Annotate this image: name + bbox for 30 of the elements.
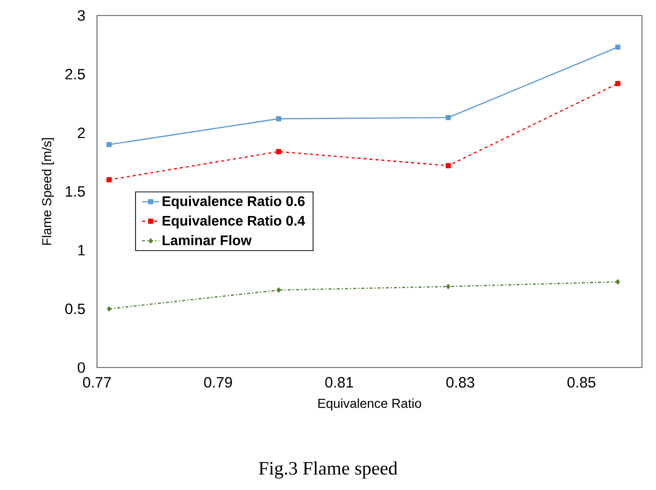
y-tick-label: 1 <box>78 245 85 256</box>
point <box>615 44 620 50</box>
y-tick-label: 0 <box>78 362 85 373</box>
legend-label: Equivalence Ratio 0.4 <box>162 215 306 228</box>
x-tick-label: 0.85 <box>567 377 596 388</box>
point <box>276 287 281 293</box>
point <box>615 80 620 86</box>
y-tick-label: 0.5 <box>65 304 85 314</box>
point <box>107 306 112 312</box>
x-tick-label: 0.83 <box>446 377 474 388</box>
x-tick-label: 0.79 <box>204 377 232 388</box>
y-tick-label: 3 <box>78 10 85 21</box>
y-tick-label: 2.5 <box>65 68 85 80</box>
caption: Fig.3 Flame speed <box>258 461 398 479</box>
legend-label: Laminar Flow <box>162 235 252 246</box>
legend-label: Equivalence Ratio 0.6 <box>162 196 305 209</box>
point <box>446 163 451 168</box>
y-tick-label: 2 <box>78 128 85 138</box>
point <box>106 177 112 182</box>
point <box>106 142 112 148</box>
point <box>446 284 450 290</box>
point <box>276 116 282 122</box>
x-tick-label: 0.81 <box>325 377 354 388</box>
point <box>446 114 451 120</box>
y-tick-label: 1.5 <box>66 186 85 197</box>
y-axis-title: Flame Speed [m/s] <box>42 138 54 245</box>
point <box>276 149 282 154</box>
x-tick-label: 0.77 <box>83 377 111 388</box>
point <box>616 279 620 284</box>
x-axis-title: Equivalence Ratio <box>318 398 422 411</box>
